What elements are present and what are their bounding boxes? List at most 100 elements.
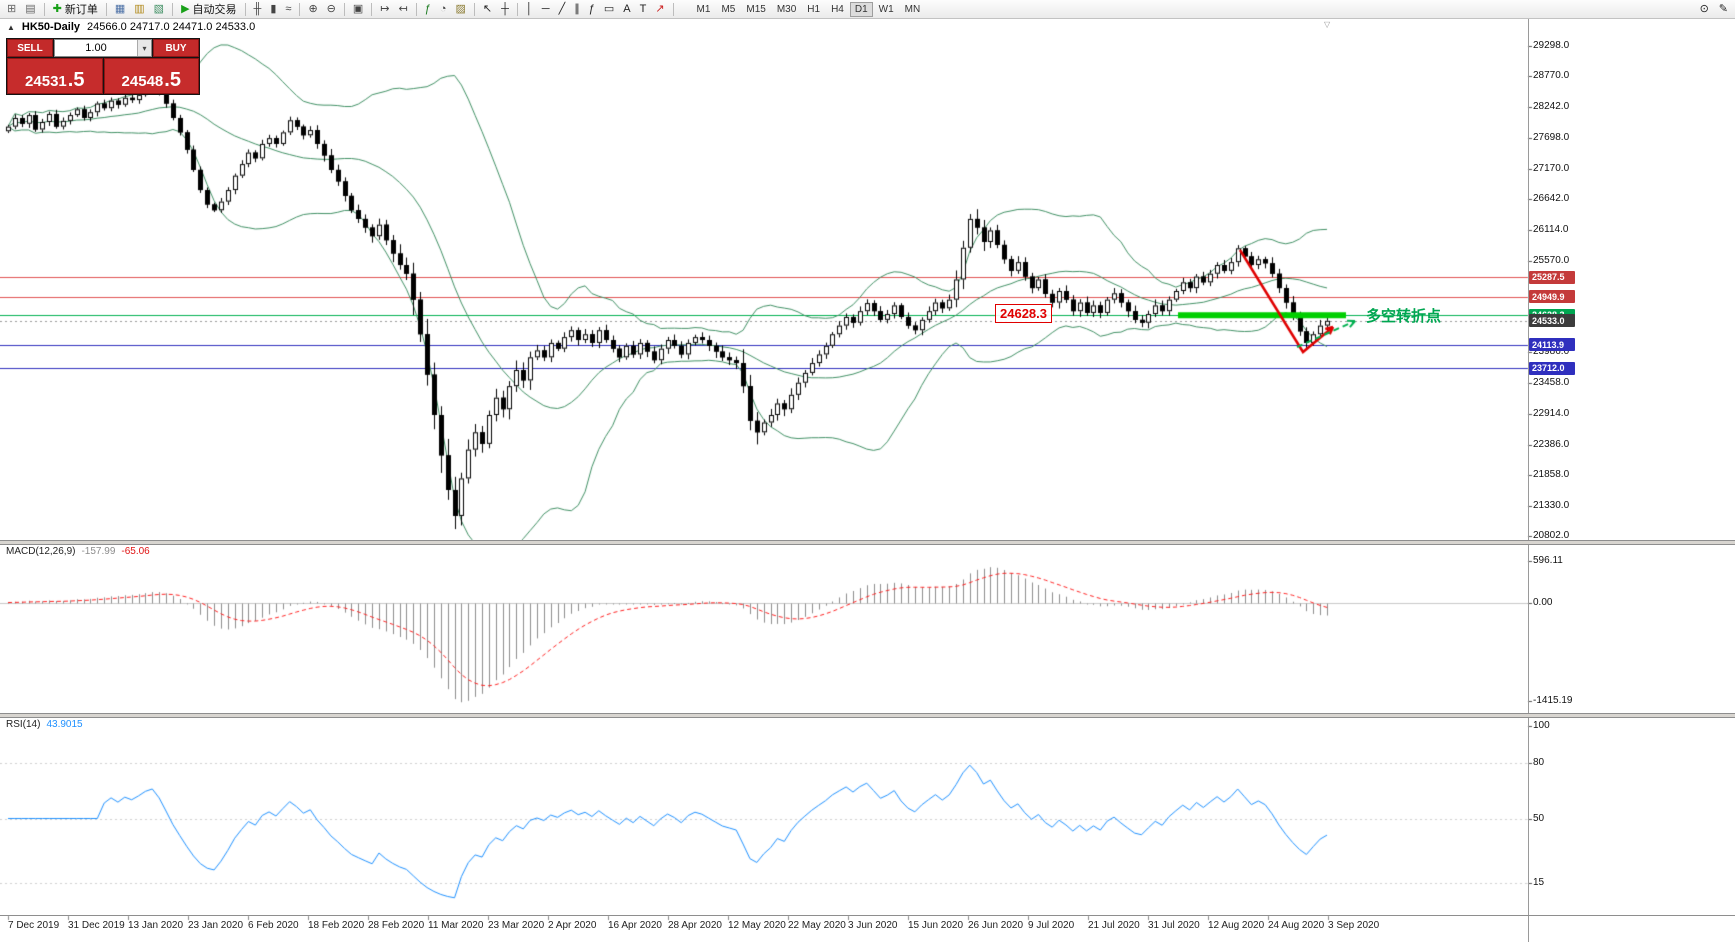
autotrading-button-label: 自动交易	[192, 4, 237, 16]
periods-button[interactable]: ◔	[436, 1, 451, 17]
search-icon: ⊙	[1699, 2, 1709, 15]
indicators-icon: ƒ	[424, 2, 431, 15]
chart-shift-marker-icon[interactable]: ▽	[1324, 20, 1331, 29]
templates-icon: ▨	[455, 2, 466, 15]
buy-price-button[interactable]: 24548 .5	[103, 58, 199, 94]
timeframe-m1[interactable]: M1	[692, 2, 716, 17]
toolbar-separator	[371, 2, 373, 16]
autotrading-icon: ▶	[181, 2, 190, 15]
one-click-trading-panel: SELL ▾ BUY 24531 .5 24548 .5	[6, 38, 200, 95]
macd-indicator-label: MACD(12,26,9) -157.99 -65.06	[6, 546, 150, 557]
zoom-out-icon[interactable]: ⊖	[323, 1, 340, 17]
autotrading-button[interactable]: ▶ 自动交易	[177, 1, 240, 17]
bar-chart-icon[interactable]: ╫	[250, 1, 266, 17]
new-order-icon: ✚	[52, 2, 62, 15]
zoom-in-icon: ⊕	[308, 2, 318, 15]
new-order-button[interactable]: ✚ 新订单	[49, 1, 102, 17]
shapes-icon[interactable]: ▭	[600, 1, 618, 17]
data-window-icon[interactable]: ▥	[130, 1, 148, 17]
toolbar-separator	[299, 2, 301, 16]
volume-input[interactable]	[55, 40, 137, 56]
fibonacci-icon: ƒ	[588, 2, 595, 15]
timeframe-h1[interactable]: H1	[802, 2, 825, 17]
timeframe-d1[interactable]: D1	[849, 1, 873, 17]
chart-profiles-icon[interactable]: ▤	[21, 1, 39, 17]
timeframe-m30[interactable]: M30	[772, 2, 801, 17]
candle-chart-icon[interactable]: ▮	[266, 1, 280, 17]
crosshair-icon[interactable]: ┼	[497, 1, 513, 17]
label-icon: T	[639, 2, 647, 15]
trendline-icon[interactable]: ╱	[555, 1, 570, 17]
navigator-icon[interactable]: ▧	[150, 1, 168, 17]
sell-price-button[interactable]: 24531 .5	[7, 58, 103, 94]
sell-price-pips: .5	[67, 69, 85, 91]
vertical-line-icon[interactable]: │	[522, 1, 537, 17]
buy-price-pips: .5	[164, 69, 181, 91]
toolbar-separator	[415, 2, 417, 16]
candle-chart-icon: ▮	[270, 2, 277, 15]
text-icon: A	[623, 2, 631, 15]
zoom-in-icon[interactable]: ⊕	[304, 1, 321, 17]
toolbar-separator	[105, 2, 107, 16]
macd-signal-value: -65.06	[121, 546, 150, 557]
trade-panel-prices: 24531 .5 24548 .5	[7, 58, 199, 94]
search-icon[interactable]: ⊙	[1696, 1, 1713, 17]
toolbar-right: ⊙ ✎	[1696, 1, 1732, 17]
channel-icon[interactable]: ∥	[570, 1, 584, 17]
cursor-icon[interactable]: ↖	[479, 1, 496, 17]
macd-main-value: -157.99	[81, 546, 116, 557]
trade-panel-toggle-icon[interactable]: ▲	[7, 22, 15, 32]
indicators-button[interactable]: ƒ	[421, 1, 435, 17]
vertical-line-icon: │	[525, 2, 533, 15]
rsi-name: RSI(14)	[6, 719, 41, 730]
volume-box: ▾	[54, 39, 152, 57]
toolbar-separator	[244, 2, 246, 16]
timeframe-mn[interactable]: MN	[900, 2, 926, 17]
chart-title-row: ▲ HK50-Daily 24566.0 24717.0 24471.0 245…	[7, 21, 255, 33]
chart-symbol-title: HK50-Daily	[21, 21, 80, 33]
volume-dropdown-icon[interactable]: ▾	[137, 40, 151, 56]
fibonacci-icon[interactable]: ƒ	[585, 1, 599, 17]
market-watch-icon: ▦	[114, 2, 126, 15]
market-watch-icon[interactable]: ▦	[111, 1, 129, 17]
new-order-button-label: 新订单	[64, 4, 98, 16]
line-chart-icon[interactable]: ≈	[281, 1, 295, 17]
toolbar-separator	[516, 2, 518, 16]
pencil-icon[interactable]: ✎	[1715, 1, 1732, 17]
text-icon[interactable]: A	[619, 1, 634, 17]
chart-profiles-icon: ▤	[25, 2, 36, 15]
timeframe-m5[interactable]: M5	[716, 2, 740, 17]
new-chart-icon: ⊞	[7, 2, 17, 15]
channel-icon: ∥	[574, 2, 580, 15]
tile-windows-icon: ▣	[352, 2, 364, 15]
bar-chart-icon: ╫	[253, 2, 262, 15]
buy-button[interactable]: BUY	[153, 39, 199, 57]
auto-scroll-icon[interactable]: ↦	[376, 1, 393, 17]
timeframe-w1[interactable]: W1	[874, 2, 899, 17]
periods-icon: ◔	[439, 2, 447, 15]
timeframe-h4[interactable]: H4	[826, 2, 849, 17]
trade-panel-header: SELL ▾ BUY	[7, 39, 199, 57]
templates-icon[interactable]: ▨	[452, 1, 470, 17]
panel-splitter-rsi[interactable]	[0, 713, 1735, 718]
sell-button[interactable]: SELL	[7, 39, 53, 57]
label-icon[interactable]: T	[636, 1, 651, 17]
toolbar-separator	[473, 2, 475, 16]
pencil-icon: ✎	[1718, 2, 1728, 15]
panel-splitter-macd[interactable]	[0, 540, 1735, 545]
tile-windows-icon[interactable]: ▣	[349, 1, 367, 17]
new-chart-icon[interactable]: ⊞	[3, 1, 20, 17]
shapes-icon: ▭	[603, 2, 615, 15]
rsi-value: 43.9015	[46, 719, 83, 730]
date-axis-border	[0, 915, 1735, 916]
zoom-out-icon: ⊖	[326, 2, 336, 15]
chart-shift-icon[interactable]: ↤	[395, 1, 412, 17]
cursor-icon: ↖	[482, 2, 493, 15]
buy-price-main: 24548	[121, 73, 164, 90]
line-chart-icon: ≈	[285, 2, 292, 15]
arrows-icon[interactable]: ↗	[651, 1, 668, 17]
horizontal-line-icon[interactable]: ─	[538, 1, 554, 17]
timeframe-m15[interactable]: M15	[741, 2, 770, 17]
